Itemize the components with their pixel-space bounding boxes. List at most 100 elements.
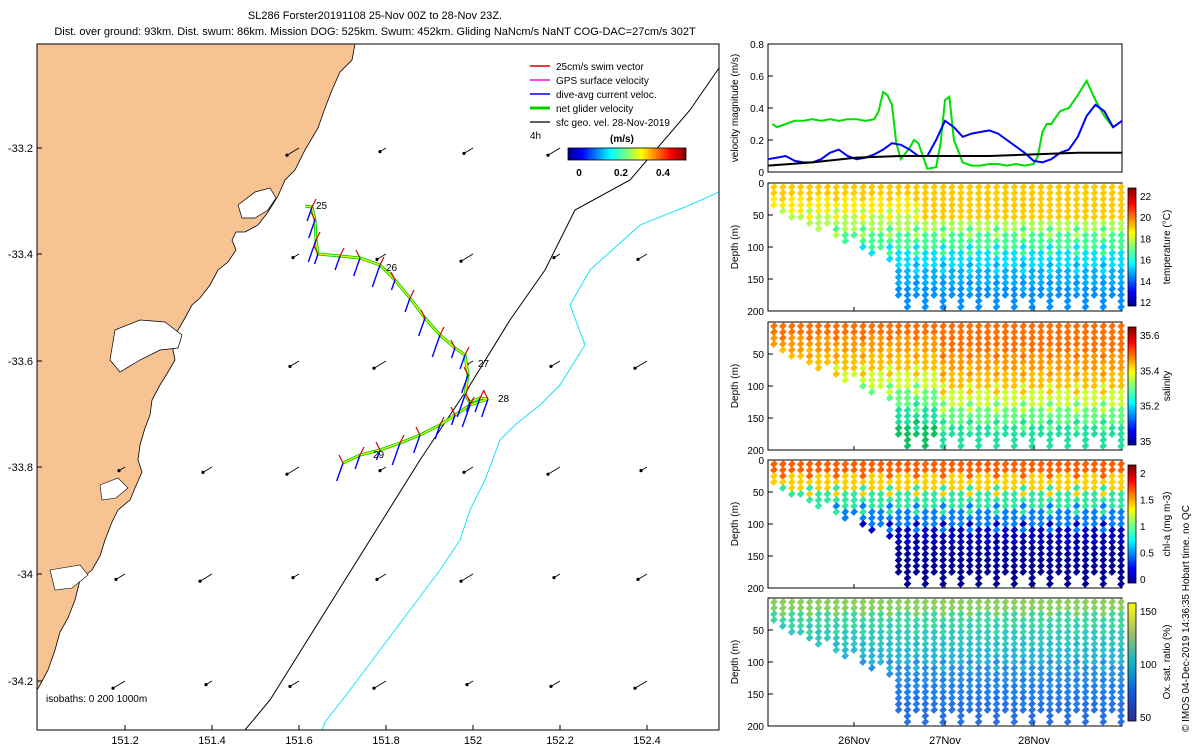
profile-sample [912,346,921,354]
profile-sample [957,688,965,696]
profile-sample [1046,430,1054,438]
profile-sample [1090,231,1099,239]
profile-sample [921,273,930,281]
profile-sample [1001,700,1010,708]
profile-sample [1099,490,1108,498]
profile-sample [1117,237,1125,245]
swim-vector [359,446,365,456]
dac-vector [306,206,313,222]
profile-sample [992,394,1001,402]
profile-sample [1054,243,1063,251]
profile-sample [1037,231,1045,239]
profile-sample [805,213,814,221]
profile-sample [787,610,796,618]
velocity-ytick-label: 0.2 [750,136,764,147]
profile-sample [894,634,903,642]
profile-sample [992,676,1001,684]
profile-sample [1099,201,1108,209]
profile-sample [1081,364,1090,372]
profile-sample [1072,340,1081,348]
profile-sample [903,700,912,708]
profile-sample [1072,376,1081,384]
profile-sample [1001,496,1010,504]
profile-sample [903,201,912,209]
profile-sample [912,358,921,366]
profile-sample [930,285,939,293]
profile-column [1028,598,1036,726]
profile-column [876,598,885,666]
profile-sample [992,201,1001,209]
profile-sample [974,598,983,606]
profile-sample [868,502,876,510]
profile-sample [868,490,876,498]
profile-sample [1117,201,1125,209]
profile-sample [930,652,939,660]
profile-sample [876,514,885,522]
profile-sample [903,334,912,342]
profile-sample [1108,634,1117,642]
profile-sample [1063,520,1072,528]
profile-sample [1117,352,1125,360]
profile-sample [841,460,850,468]
profile-sample [992,664,1001,672]
profile-sample [1010,273,1019,281]
profile-sample [1099,352,1108,360]
profile-sample [814,358,823,366]
profile-sample [1117,622,1125,630]
profile-sample [957,610,965,618]
profile-sample [921,520,930,528]
swim-vector [311,198,317,208]
profile-sample [921,556,930,564]
profile-sample [1046,237,1054,245]
profile-sample [974,568,983,576]
profile-sample [1037,400,1045,408]
profile-sample [1037,472,1045,480]
profile-sample [770,201,778,209]
profile-sample [957,346,965,354]
profile-sample [965,478,974,486]
profile-sample [1037,213,1045,221]
profile-sample [912,634,921,642]
profile-column [894,598,903,714]
profile-sample [823,628,832,636]
profile-sample [1037,225,1045,233]
profile-sample [805,490,814,498]
profile-sample [1001,322,1010,330]
profile-sample [841,496,850,504]
profile-sample [1001,394,1010,402]
profile-sample [983,646,992,654]
profile-sample [1081,532,1090,540]
profile-sample [876,207,885,215]
profile-sample [1063,195,1072,203]
profile-sample [1019,394,1028,402]
profile-sample [983,508,992,516]
profile-sample [868,322,876,330]
dac-vector [450,347,456,359]
profile-sample [912,243,921,251]
profile-sample [1037,538,1045,546]
profile-sample [1090,243,1099,251]
profile-sample [1028,526,1036,534]
profile-sample [1037,255,1045,263]
profile-sample [965,424,974,432]
profile-sample [974,328,983,336]
profile-sample [1046,574,1054,582]
profile-sample [983,520,992,528]
profile-sample [1108,267,1117,275]
profile-sample [1108,189,1117,197]
profile-sample [1117,334,1125,342]
profile-sample [1108,538,1117,546]
profile-sample [921,568,930,576]
profile-sample [1090,376,1099,384]
profile-sample [930,496,939,504]
profile-sample [903,376,912,384]
profile-sample [1046,346,1054,354]
profile-sample [859,346,867,354]
profile-sample [1046,496,1054,504]
profile-sample [1054,285,1063,293]
profile-sample [1001,568,1010,576]
profile-column [894,183,903,299]
profile-sample [1081,520,1090,528]
profile-sample [1072,502,1081,510]
